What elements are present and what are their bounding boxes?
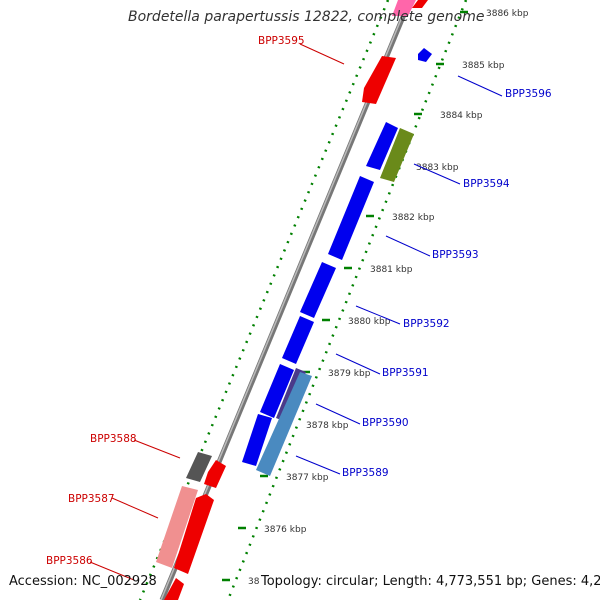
kbp-tick-label: 3876 kbp (264, 525, 307, 535)
genome-title: Bordetella parapertussis 12822, complete… (128, 9, 485, 25)
gene-BPP3596[interactable] (418, 48, 432, 62)
kbp-tick-label: 3882 kbp (392, 213, 435, 223)
gene-label[interactable]: BPP3587 (68, 493, 115, 505)
callout-line-BPP3590 (315, 403, 361, 425)
gene-label[interactable]: BPP3594 (463, 178, 510, 190)
kbp-tick-label: 3879 kbp (328, 369, 371, 379)
gene-BPP3590-blue[interactable] (260, 364, 294, 418)
gene-label[interactable]: BPP3591 (382, 367, 429, 379)
gene-callouts (89, 43, 503, 581)
kbp-tick-label: 3884 kbp (440, 111, 483, 121)
callout-line-BPP3589 (295, 455, 341, 475)
callout-line-BPP3594 (413, 163, 461, 185)
callout-line-BPP3586 (89, 561, 135, 581)
gene-BPP3594-olive[interactable] (380, 128, 414, 182)
accession-text: Accession: NC_002928 (9, 574, 157, 589)
gene-BPP3587-red[interactable] (174, 494, 214, 574)
callout-line-BPP3596 (457, 75, 503, 97)
gene-labels: BPP3595 BPP3588 BPP3587 BPP3586 BPP3596 … (46, 35, 552, 567)
gene-feature-red-top (412, 0, 428, 8)
gene-BPP3586[interactable] (164, 578, 184, 600)
gene-BPP3589-blue[interactable] (242, 414, 272, 466)
gene-BPP3592[interactable] (300, 262, 336, 318)
gene-BPP3588-red[interactable] (204, 460, 226, 488)
gene-label[interactable]: BPP3592 (403, 318, 450, 330)
gene-label[interactable]: BPP3593 (432, 249, 479, 261)
gene-BPP3588-grey[interactable] (186, 452, 212, 482)
kbp-tick-label: 3881 kbp (370, 265, 413, 275)
callout-line-BPP3591 (335, 353, 381, 375)
gene-label[interactable]: BPP3589 (342, 467, 389, 479)
kbp-tick-label: 3877 kbp (286, 473, 329, 483)
gene-BPP3587-pink[interactable] (156, 486, 198, 568)
gene-label[interactable]: BPP3590 (362, 417, 409, 429)
gene-BPP3595[interactable] (362, 56, 396, 104)
gene-features (156, 0, 432, 600)
kbp-tick-label: 3883 kbp (416, 163, 459, 173)
callout-line-BPP3592 (355, 305, 401, 325)
gene-label[interactable]: BPP3596 (505, 88, 552, 100)
gene-BPP3589[interactable] (256, 372, 312, 476)
gene-BPP3594-blue[interactable] (366, 122, 398, 170)
kbp-tick-label: 3878 kbp (306, 421, 349, 431)
callout-line-BPP3588 (133, 439, 181, 459)
topology-text: Topology: circular; Length: 4,773,551 bp… (261, 574, 600, 589)
kbp-tick-label: 3885 kbp (462, 61, 505, 71)
gene-feature-pink-top (392, 0, 416, 16)
kbp-tick-label: 3880 kbp (348, 317, 391, 327)
kbp-tick-label: 38 (248, 577, 260, 587)
callout-line-BPP3595 (299, 43, 345, 65)
gene-label[interactable]: BPP3588 (90, 433, 137, 445)
gene-BPP3591[interactable] (282, 316, 314, 364)
gene-BPP3593[interactable] (328, 176, 374, 260)
gene-label[interactable]: BPP3586 (46, 555, 93, 567)
kbp-tick-label: 3886 kbp (486, 9, 529, 19)
callout-line-BPP3593 (385, 235, 431, 257)
gene-label[interactable]: BPP3595 (258, 35, 305, 47)
callout-line-BPP3587 (111, 497, 159, 519)
